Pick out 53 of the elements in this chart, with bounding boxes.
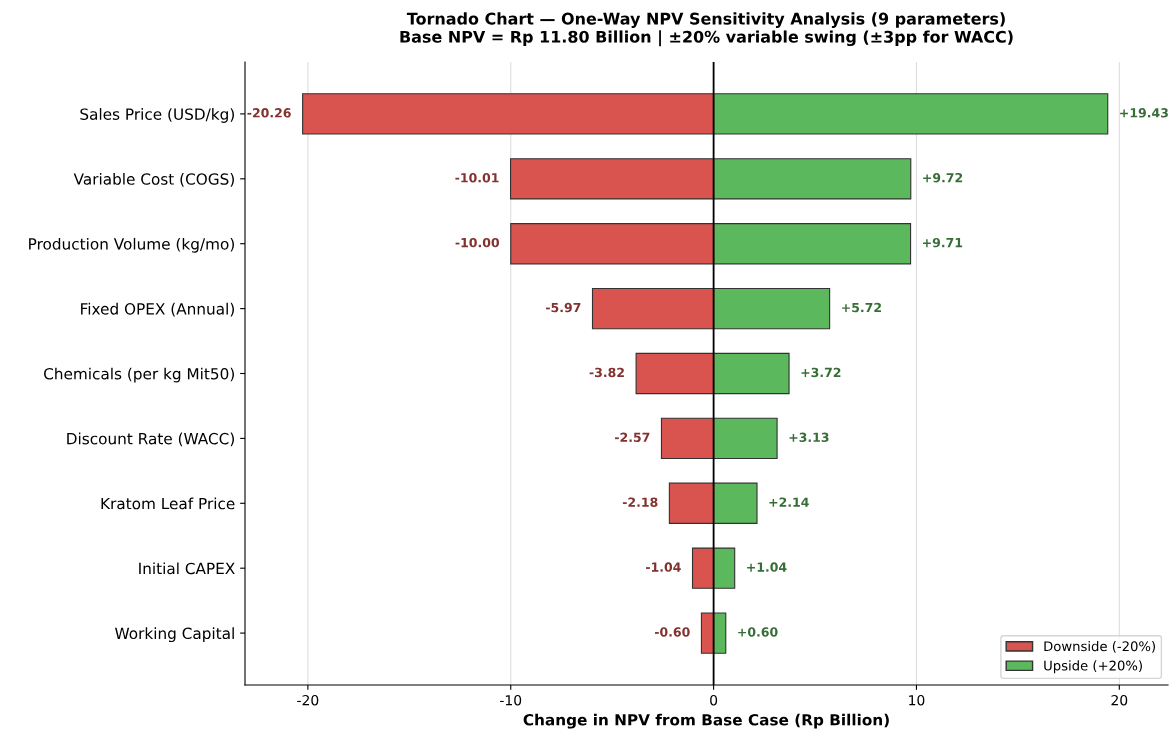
data-label: +3.72 bbox=[801, 367, 841, 378]
data-label: +9.72 bbox=[923, 172, 963, 183]
bar bbox=[713, 287, 831, 330]
data-label: +2.14 bbox=[769, 497, 809, 507]
data-label: -2.18 bbox=[622, 497, 658, 507]
data-label: +19.43 bbox=[1120, 108, 1168, 118]
x-tick-label: 10 bbox=[909, 694, 925, 706]
data-label: -5.97 bbox=[546, 302, 581, 313]
bar bbox=[510, 223, 715, 265]
bar bbox=[635, 352, 715, 395]
bar bbox=[302, 93, 715, 135]
data-label: -1.04 bbox=[646, 562, 681, 572]
y-tick-label: Variable Cost (COGS) bbox=[73, 173, 234, 187]
data-label: -2.57 bbox=[615, 432, 650, 443]
legend-label: Downside (-20%) bbox=[1044, 640, 1155, 653]
x-tick-label: 20 bbox=[1111, 694, 1128, 706]
y-tick-label: Discount Rate (WACC) bbox=[67, 432, 234, 447]
bar bbox=[713, 158, 912, 200]
data-label: -10.01 bbox=[455, 172, 499, 183]
bar bbox=[713, 352, 790, 395]
data-label: -0.60 bbox=[654, 627, 690, 637]
y-tick-label: Fixed OPEX (Annual) bbox=[81, 302, 234, 317]
y-tick-label: Production Volume (kg/mo) bbox=[29, 237, 234, 253]
bar bbox=[713, 547, 736, 589]
legend-label: Upside (+20%) bbox=[1044, 660, 1142, 674]
y-tick-label: Working Capital bbox=[115, 627, 234, 643]
data-label: +9.71 bbox=[923, 237, 963, 248]
x-axis-title: Change in NPV from Base Case (Rp Billion) bbox=[523, 713, 889, 729]
data-label: +1.04 bbox=[747, 562, 787, 572]
x-tick-label: 0 bbox=[710, 694, 718, 706]
y-tick-label: Kratom Leaf Price bbox=[101, 497, 235, 510]
bar bbox=[660, 417, 715, 460]
bar bbox=[668, 482, 715, 524]
bar bbox=[713, 223, 912, 265]
data-label: -10.00 bbox=[455, 237, 500, 248]
y-tick-label: Initial CAPEX bbox=[139, 562, 235, 575]
data-label: -3.82 bbox=[589, 367, 624, 378]
x-tick-label: -10 bbox=[500, 694, 522, 706]
bar bbox=[713, 482, 758, 524]
bar bbox=[713, 417, 778, 460]
chart-title: Tornado Chart — One-Way NPV Sensitivity Analysis (9 parameters) Base NPV = Rp 11.80 Billion | ±20% variable swing (±3pp for WACC) bbox=[400, 12, 1013, 47]
y-tick-label: Sales Price (USD/kg) bbox=[80, 108, 234, 123]
y-tick-label: Chemicals (per kg Mit50) bbox=[44, 367, 234, 383]
data-label: +5.72 bbox=[842, 302, 881, 313]
bar bbox=[713, 93, 1109, 135]
bar bbox=[509, 158, 715, 200]
data-label: +0.60 bbox=[738, 627, 778, 637]
x-tick-label: -20 bbox=[297, 694, 319, 706]
bar bbox=[591, 287, 715, 330]
data-label: -20.26 bbox=[247, 108, 291, 118]
bar bbox=[700, 612, 715, 654]
data-label: +3.13 bbox=[789, 432, 829, 443]
bar bbox=[691, 547, 715, 589]
